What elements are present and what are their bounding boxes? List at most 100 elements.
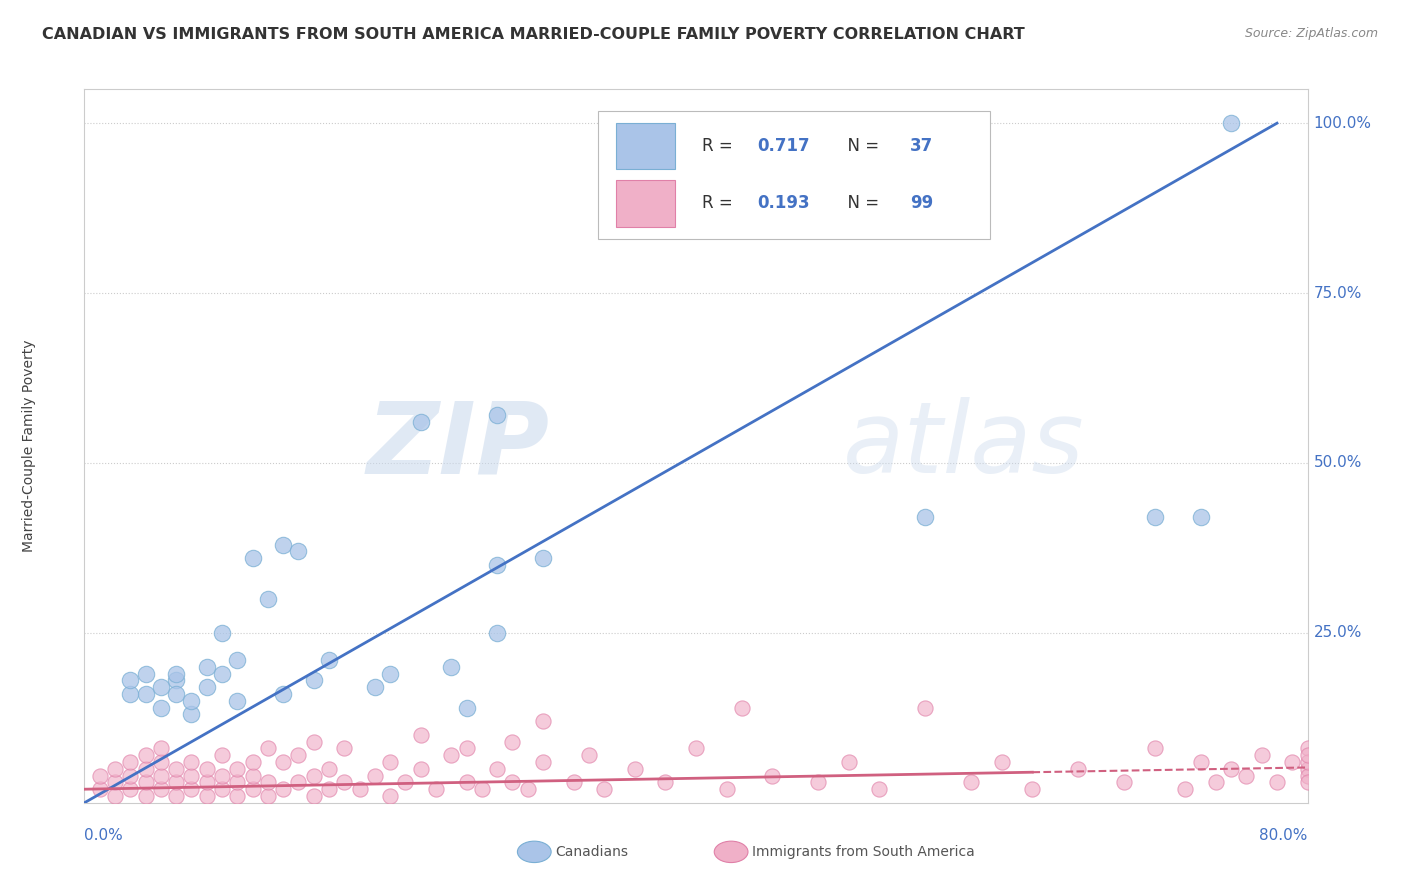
Point xyxy=(1220,116,1243,130)
Point xyxy=(135,748,157,763)
Point xyxy=(456,775,478,789)
Point xyxy=(271,687,294,701)
Point xyxy=(104,789,127,803)
Point xyxy=(1296,748,1319,763)
Text: 0.193: 0.193 xyxy=(758,194,810,212)
Point xyxy=(180,782,202,797)
Point xyxy=(135,775,157,789)
Point xyxy=(1174,782,1197,797)
Text: 25.0%: 25.0% xyxy=(1313,625,1362,640)
Point xyxy=(807,775,830,789)
Point xyxy=(456,700,478,714)
Point xyxy=(302,789,325,803)
Point xyxy=(1189,755,1212,769)
Point xyxy=(226,762,249,776)
Point xyxy=(104,762,127,776)
Point xyxy=(624,762,647,776)
Point xyxy=(135,666,157,681)
Point xyxy=(562,775,585,789)
Point xyxy=(425,782,447,797)
Point xyxy=(1205,775,1227,789)
Text: N =: N = xyxy=(837,194,884,212)
Point xyxy=(1250,748,1272,763)
Point xyxy=(211,782,233,797)
Point xyxy=(149,700,172,714)
Point xyxy=(104,775,127,789)
Point xyxy=(149,782,172,797)
Text: 75.0%: 75.0% xyxy=(1313,285,1362,301)
Point xyxy=(135,762,157,776)
Point xyxy=(211,769,233,783)
Point xyxy=(195,775,218,789)
Text: N =: N = xyxy=(837,137,884,155)
Point xyxy=(180,707,202,722)
Point xyxy=(578,748,600,763)
Point xyxy=(531,714,554,729)
Point xyxy=(531,551,554,566)
Point xyxy=(149,680,172,694)
Point xyxy=(1021,782,1043,797)
Point xyxy=(716,782,738,797)
Point xyxy=(302,769,325,783)
Text: Married-Couple Family Poverty: Married-Couple Family Poverty xyxy=(22,340,37,552)
Point xyxy=(287,775,309,789)
Point xyxy=(226,694,249,708)
Point xyxy=(731,700,754,714)
Point xyxy=(502,775,524,789)
Point xyxy=(333,741,356,756)
Point xyxy=(135,789,157,803)
Point xyxy=(226,789,249,803)
Text: 50.0%: 50.0% xyxy=(1313,456,1362,470)
Point xyxy=(1281,755,1303,769)
Point xyxy=(89,782,111,797)
Point xyxy=(318,762,340,776)
Point xyxy=(226,775,249,789)
Point xyxy=(380,666,402,681)
Point xyxy=(1265,775,1288,789)
Point xyxy=(165,673,187,688)
Point xyxy=(440,660,463,674)
Point xyxy=(654,775,676,789)
Point xyxy=(271,537,294,551)
Point xyxy=(486,626,509,640)
Point xyxy=(869,782,891,797)
Point xyxy=(242,782,264,797)
Point xyxy=(242,755,264,769)
Bar xyxy=(616,180,675,227)
Point xyxy=(287,544,309,558)
FancyBboxPatch shape xyxy=(598,111,990,239)
Point xyxy=(471,782,494,797)
Point xyxy=(502,734,524,748)
Text: 80.0%: 80.0% xyxy=(1260,828,1308,843)
Point xyxy=(380,755,402,769)
Point xyxy=(1189,510,1212,524)
Point xyxy=(165,762,187,776)
Point xyxy=(364,680,387,694)
Point xyxy=(1296,769,1319,783)
Point xyxy=(394,775,416,789)
Point xyxy=(302,673,325,688)
Point xyxy=(120,782,142,797)
Point xyxy=(135,687,157,701)
Point xyxy=(195,680,218,694)
Point xyxy=(271,782,294,797)
Point xyxy=(409,762,432,776)
Point xyxy=(180,769,202,783)
Point xyxy=(1114,775,1136,789)
Point xyxy=(242,769,264,783)
Text: Immigrants from South America: Immigrants from South America xyxy=(752,845,974,859)
Point xyxy=(456,741,478,756)
Point xyxy=(991,755,1014,769)
Point xyxy=(349,782,371,797)
Point xyxy=(1143,510,1166,524)
Text: atlas: atlas xyxy=(842,398,1084,494)
Point xyxy=(1296,755,1319,769)
Point xyxy=(516,782,538,797)
Text: ZIP: ZIP xyxy=(366,398,550,494)
Text: 0.717: 0.717 xyxy=(758,137,810,155)
Text: 99: 99 xyxy=(910,194,934,212)
Point xyxy=(120,755,142,769)
Point xyxy=(165,789,187,803)
Point xyxy=(914,700,936,714)
Point xyxy=(761,769,783,783)
